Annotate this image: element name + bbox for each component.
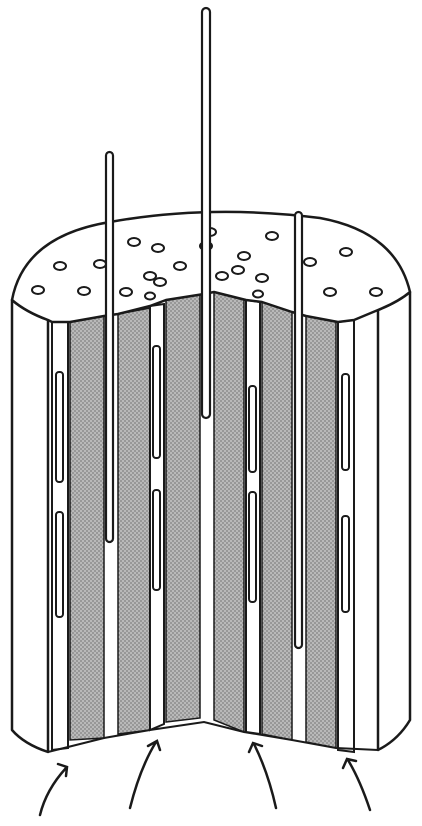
flow-arrow-1 xyxy=(38,762,69,817)
cutaway-bottom-edge xyxy=(47,720,379,753)
flow-arrow-2 xyxy=(128,739,162,810)
coolant-flow-arrows xyxy=(38,739,372,817)
flow-arrow-3 xyxy=(247,741,278,810)
control-rod-left xyxy=(104,150,115,544)
coolant-hole-array xyxy=(31,227,383,301)
fuel-elements xyxy=(55,345,350,618)
control-rod-right xyxy=(293,210,304,650)
control-rods xyxy=(104,6,304,650)
flow-arrow-4 xyxy=(341,757,372,812)
control-rod-center xyxy=(200,6,212,420)
